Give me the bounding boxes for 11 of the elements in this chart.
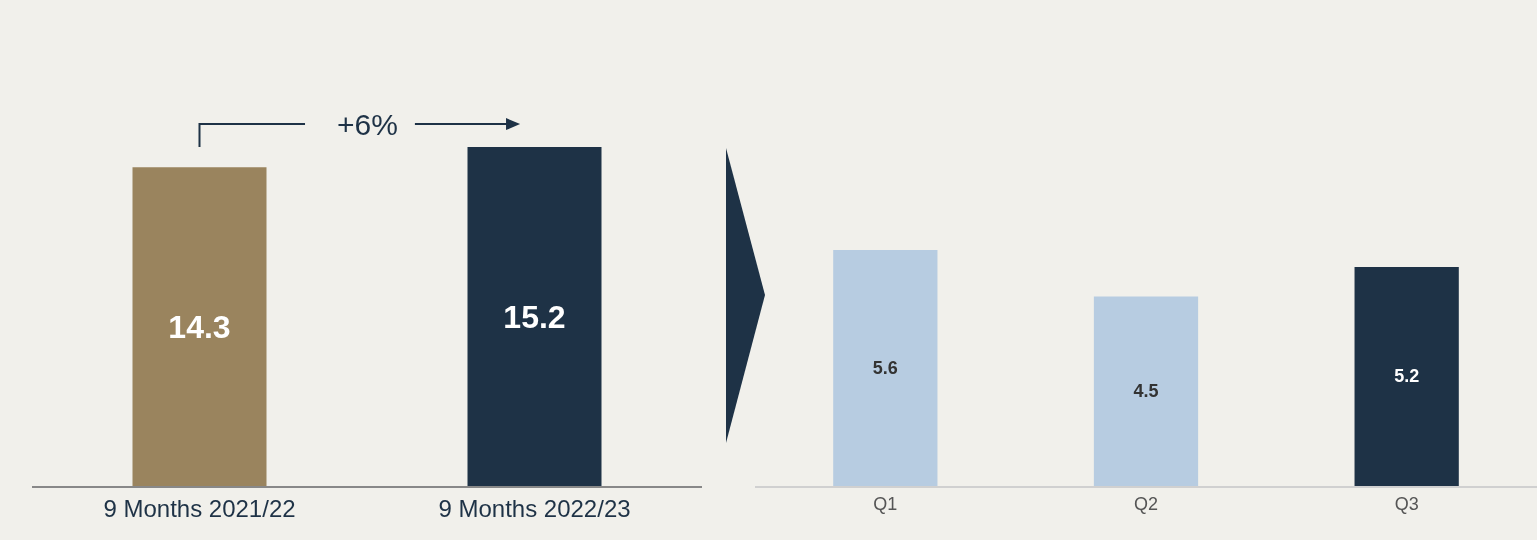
x-tick-label: Q1 [873, 493, 898, 514]
x-tick-label: 9 Months 2021/22 [103, 494, 296, 522]
x-tick-label: Q2 [1133, 493, 1159, 514]
text: +6% [337, 108, 398, 141]
data-label: 15.2 [503, 298, 566, 335]
data-label: 5.6 [872, 358, 898, 379]
x-tick-label: Q3 [1394, 493, 1419, 514]
data-label: 4.5 [1133, 381, 1159, 402]
data-label: 14.3 [168, 308, 231, 345]
x-tick-label: 9 Months 2022/23 [438, 494, 631, 522]
data-label: 5.2 [1394, 366, 1420, 387]
